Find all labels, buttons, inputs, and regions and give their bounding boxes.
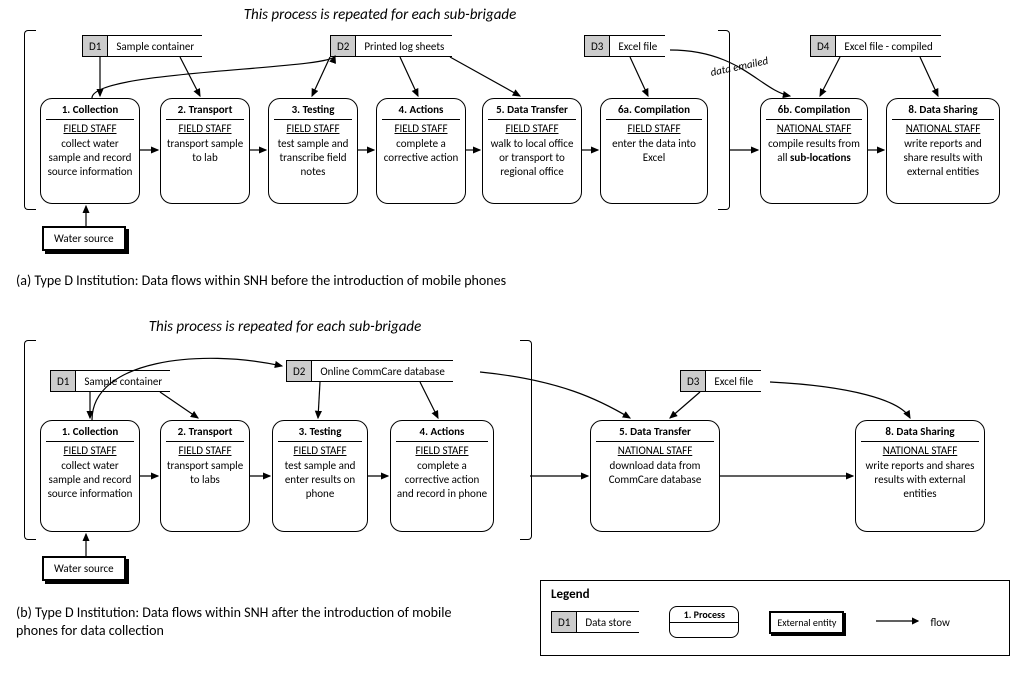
process-actor: FIELD STAFF — [415, 444, 468, 458]
process-actor: NATIONAL STAFF — [777, 122, 852, 136]
process-title: 1. Collection — [46, 103, 134, 120]
ds-label: Sample container — [108, 35, 202, 57]
process-text: enter the data into Excel — [606, 137, 702, 166]
process-b-8: 8. Data Sharing NATIONAL STAFF write rep… — [855, 420, 985, 532]
ds-id: D4 — [810, 35, 836, 57]
process-actor: NATIONAL STAFF — [883, 444, 958, 458]
ds-label: Online CommCare database — [312, 360, 452, 382]
entity-water-b: Water source — [42, 556, 126, 581]
process-actor: FIELD STAFF — [394, 122, 447, 136]
process-text: complete a corrective action — [382, 137, 460, 166]
process-title: 5. Data Transfer — [488, 103, 576, 120]
process-b-4: 4. Actions FIELD STAFF complete a correc… — [390, 420, 494, 532]
process-a-2: 2. Transport FIELD STAFF transport sampl… — [160, 98, 250, 204]
ds-id: D3 — [584, 35, 610, 57]
process-actor: FIELD STAFF — [505, 122, 558, 136]
ds-id: D3 — [680, 370, 706, 392]
process-b-3: 3. Testing FIELD STAFF test sample and e… — [272, 420, 368, 532]
ds-label: Excel file — [610, 35, 665, 57]
process-actor: FIELD STAFF — [178, 444, 231, 458]
caption-a: (a) Type D Institution: Data flows withi… — [16, 272, 506, 289]
process-title: 3. Testing — [278, 425, 362, 442]
bracket-a-left — [24, 30, 36, 210]
legend-title: Legend — [551, 587, 999, 602]
bracket-b-left — [24, 340, 36, 540]
ds-id: D1 — [82, 35, 108, 57]
process-actor: FIELD STAFF — [63, 444, 116, 458]
legend-flow: flow — [874, 614, 949, 631]
process-a-6a: 6a. Compilation FIELD STAFF enter the da… — [600, 98, 708, 204]
legend-entity-box: External entity — [769, 611, 844, 634]
datastore-b-d2: D2 Online CommCare database — [286, 360, 453, 382]
process-b-5: 5. Data Transfer NATIONAL STAFF download… — [590, 420, 720, 532]
legend-flow-label: flow — [930, 616, 949, 629]
bracket-b-right — [520, 340, 532, 540]
process-text: compile results from all sub-locations — [766, 137, 862, 166]
process-actor: NATIONAL STAFF — [906, 122, 981, 136]
caption-b: (b) Type D Institution: Data flows withi… — [16, 604, 486, 640]
process-text: complete a corrective action and record … — [396, 459, 488, 502]
process-title: 2. Transport — [166, 425, 244, 442]
process-title: 2. Transport — [166, 103, 244, 120]
process-actor: FIELD STAFF — [178, 122, 231, 136]
process-actor: NATIONAL STAFF — [618, 444, 693, 458]
entity-water-a: Water source — [42, 226, 126, 251]
process-text: transport sample to lab — [166, 137, 244, 166]
process-actor: FIELD STAFF — [286, 122, 339, 136]
datastore-a-d1: D1 Sample container — [82, 35, 202, 57]
legend-row: D1 Data store 1. Process External entity… — [551, 606, 999, 638]
ds-label: Excel file - compiled — [836, 35, 940, 57]
process-b-2: 2. Transport FIELD STAFF transport sampl… — [160, 420, 250, 532]
datastore-a-d4: D4 Excel file - compiled — [810, 35, 941, 57]
legend-process: 1. Process — [669, 606, 739, 638]
process-text: collect water sample and record source i… — [46, 459, 134, 502]
process-title: 6b. Compilation — [766, 103, 862, 120]
process-actor: FIELD STAFF — [293, 444, 346, 458]
legend-datastore: D1 Data store — [551, 611, 639, 633]
process-text: download data from CommCare database — [596, 459, 714, 488]
process-text: collect water sample and record source i… — [46, 137, 134, 180]
process-a-8: 8. Data Sharing NATIONAL STAFF write rep… — [886, 98, 1000, 204]
process-text: walk to local office or transport to reg… — [488, 137, 576, 180]
bracket-a-right — [718, 30, 730, 210]
process-b-1: 1. Collection FIELD STAFF collect water … — [40, 420, 140, 532]
ds-id: D1 — [551, 611, 577, 633]
process-a-1: 1. Collection FIELD STAFF collect water … — [40, 98, 140, 204]
repeat-label-b: This process is repeated for each sub-br… — [95, 318, 475, 336]
datastore-b-d1: D1 Sample container — [50, 370, 170, 392]
process-title: 8. Data Sharing — [861, 425, 979, 442]
legend: Legend D1 Data store 1. Process External… — [540, 580, 1010, 656]
datastore-b-d3: D3 Excel file — [680, 370, 761, 392]
datastore-a-d3: D3 Excel file — [584, 35, 665, 57]
process-text: test sample and transcribe field notes — [274, 137, 352, 180]
process-text: write reports and shares results with ex… — [861, 459, 979, 502]
legend-process-title: 1. Process — [670, 607, 738, 623]
process-title: 4. Actions — [382, 103, 460, 120]
process-a-6b: 6b. Compilation NATIONAL STAFF compile r… — [760, 98, 868, 204]
ds-label: Sample container — [76, 370, 170, 392]
repeat-label-a: This process is repeated for each sub-br… — [200, 6, 560, 24]
process-text: test sample and enter results on phone — [278, 459, 362, 502]
ds-id: D2 — [330, 35, 356, 57]
process-title: 6a. Compilation — [606, 103, 702, 120]
process-title: 1. Collection — [46, 425, 134, 442]
process-title: 5. Data Transfer — [596, 425, 714, 442]
process-title: 8. Data Sharing — [892, 103, 994, 120]
ds-label: Excel file — [706, 370, 761, 392]
process-actor: FIELD STAFF — [63, 122, 116, 136]
legend-entity: External entity — [769, 611, 844, 634]
ds-id: D1 — [50, 370, 76, 392]
datastore-a-d2: D2 Printed log sheets — [330, 35, 452, 57]
process-a-4: 4. Actions FIELD STAFF complete a correc… — [376, 98, 466, 204]
process-a-5: 5. Data Transfer FIELD STAFF walk to loc… — [482, 98, 582, 204]
process-title: 3. Testing — [274, 103, 352, 120]
ds-label: Data store — [577, 611, 639, 633]
process-text: transport sample to labs — [166, 459, 244, 488]
process-title: 4. Actions — [396, 425, 488, 442]
process-actor: FIELD STAFF — [627, 122, 680, 136]
process-text: write reports and share results with ext… — [892, 137, 994, 180]
process-a-3: 3. Testing FIELD STAFF test sample and t… — [268, 98, 358, 204]
ds-label: Printed log sheets — [356, 35, 452, 57]
ds-id: D2 — [286, 360, 312, 382]
